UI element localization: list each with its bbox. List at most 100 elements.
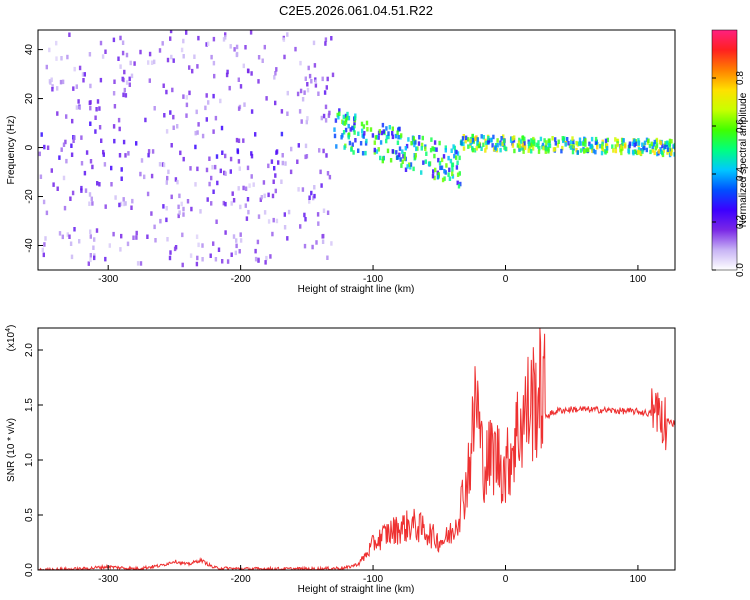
spectrogram-cell xyxy=(359,141,363,146)
spectrogram-cell xyxy=(69,196,72,201)
spectrogram-cell xyxy=(250,174,253,179)
spectrogram-cell xyxy=(391,126,394,131)
spectrogram-cell xyxy=(373,140,376,145)
colorbar: 0.0 0.2 0.4 0.6 0.8 Normalized spectral ampl… xyxy=(711,29,749,277)
spectrogram-cell xyxy=(212,93,215,99)
spectrogram-cell xyxy=(299,88,303,94)
spectrogram-cell xyxy=(42,199,46,205)
spectrogram-cell xyxy=(166,237,169,242)
colorbar-tick-label: 0.6 xyxy=(735,119,746,133)
spectrogram-cell xyxy=(252,182,255,187)
spectrogram-cell xyxy=(322,113,326,119)
spectrogram-cell xyxy=(643,145,646,151)
spectrogram-cell xyxy=(305,154,309,159)
spectrogram-cell xyxy=(196,166,199,172)
spectrogram-cell xyxy=(220,125,224,131)
spectrogram-cell xyxy=(286,236,289,241)
spectrogram-cell xyxy=(170,194,173,200)
spectrogram-cell xyxy=(190,206,193,212)
spectrogram-cell xyxy=(444,170,447,175)
spectrogram-cell xyxy=(659,140,663,146)
spectrogram-cell xyxy=(42,252,45,258)
spectrogram-cell xyxy=(319,169,322,175)
spectrogram-cell xyxy=(395,150,398,155)
spectrogram-cell xyxy=(245,216,249,221)
spectrogram-cell xyxy=(357,148,360,153)
spectrogram-cell xyxy=(130,205,133,210)
spectrogram-cell xyxy=(89,253,92,258)
spectrogram-cell xyxy=(530,141,533,147)
spectrogram-cell xyxy=(557,139,560,144)
spectrogram-cell xyxy=(320,115,323,121)
spectrogram-cell xyxy=(480,134,483,139)
spectrogram-cell xyxy=(298,109,302,114)
spectrogram-cell xyxy=(443,169,446,174)
spectrogram-cell xyxy=(58,231,62,236)
spectrogram-cell xyxy=(477,143,480,149)
spectrogram-cell xyxy=(403,152,406,157)
spectrogram-cell xyxy=(414,140,417,145)
spectrogram-cell xyxy=(246,165,250,171)
spectrogram-cell xyxy=(112,37,116,43)
spectrogram-cell xyxy=(656,151,659,157)
spectrogram-cell xyxy=(195,109,198,115)
spectrogram-cell xyxy=(235,44,239,50)
spectrogram-cell xyxy=(494,143,498,148)
spectrogram-cell xyxy=(151,149,155,154)
colorbar-ticks: 0.0 0.2 0.4 0.6 0.8 xyxy=(712,71,746,277)
spectrogram-cell xyxy=(260,195,263,200)
spectrogram-cell xyxy=(444,148,447,153)
spectrogram-cell xyxy=(432,146,435,152)
spectrogram-cell xyxy=(283,212,286,217)
spectrogram-cell xyxy=(165,180,168,185)
spectrogram-cell xyxy=(518,143,522,149)
spectrogram-cell xyxy=(65,114,68,119)
spectrogram-cell xyxy=(94,129,97,134)
spectrogram-cell xyxy=(305,119,308,125)
spectrogram-cell xyxy=(473,148,477,153)
spectrogram-cell xyxy=(398,146,402,151)
spectrogram-cell xyxy=(239,84,243,89)
spectrogram-cell xyxy=(455,165,459,170)
spectrogram-cell xyxy=(673,142,675,148)
spectrogram-cell xyxy=(102,149,105,155)
spectrogram-cell xyxy=(182,94,185,99)
spectrogram-cell xyxy=(117,56,120,61)
spectrogram-cell xyxy=(394,133,398,139)
spectrogram-cell xyxy=(78,239,81,244)
spectrogram-cell xyxy=(135,235,138,240)
spectrogram-cell xyxy=(444,145,447,150)
spectrogram-cell xyxy=(44,236,47,241)
spectrogram-cell xyxy=(181,232,184,238)
spectrogram-cell xyxy=(412,139,415,145)
spectrogram-cell xyxy=(43,144,46,150)
spectrogram-cell xyxy=(46,145,50,150)
spectrogram-cell xyxy=(122,197,125,202)
spectrogram-cell xyxy=(448,176,452,181)
spectrogram-cell xyxy=(229,156,233,162)
spectrogram-cell xyxy=(417,141,421,146)
spectrogram-cell xyxy=(73,227,76,232)
spectrogram-cell xyxy=(544,149,547,154)
spectrogram-cell xyxy=(72,86,75,91)
spectrogram-cell xyxy=(226,69,229,75)
spectrogram-cell xyxy=(324,104,328,110)
spectrogram-cell xyxy=(389,158,393,163)
spectrogram-cell xyxy=(374,135,378,140)
spectrogram-cell xyxy=(397,127,400,132)
spectrogram-cell xyxy=(174,177,178,182)
spectrogram-cell xyxy=(328,110,331,116)
spectrogram-cell xyxy=(95,228,99,233)
spectrogram-cell xyxy=(99,77,103,83)
spectrogram-cell xyxy=(653,150,656,156)
x-tick-label: 100 xyxy=(630,274,647,285)
spectrogram-cell xyxy=(207,41,210,46)
spectrogram-cell xyxy=(40,132,43,137)
spectrogram-cell xyxy=(320,183,323,188)
spectrogram-cell xyxy=(45,210,49,216)
spectrogram-cell xyxy=(250,109,254,114)
spectrogram-cell xyxy=(449,158,453,164)
spectrogram-cell xyxy=(212,129,215,134)
spectrogram-cell xyxy=(381,158,384,164)
spectrogram-cell xyxy=(162,83,165,88)
